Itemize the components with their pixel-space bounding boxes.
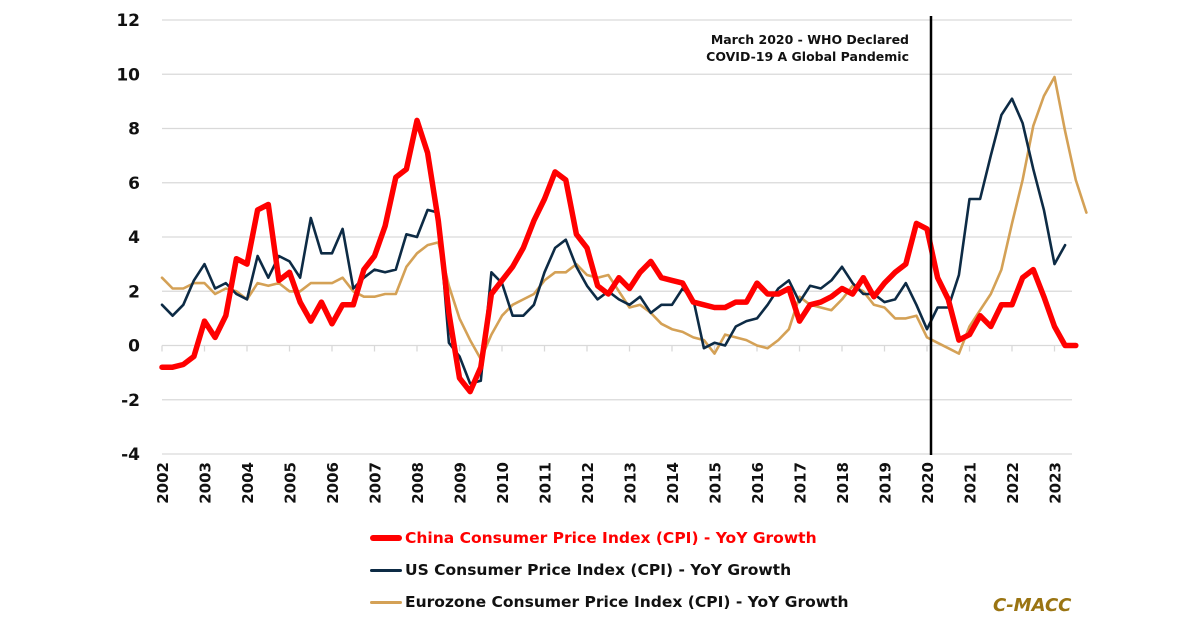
- legend-label-china: China Consumer Price Index (CPI) - YoY G…: [405, 529, 817, 547]
- y-tick-label: 4: [128, 228, 140, 248]
- y-tick-label: 2: [128, 282, 140, 302]
- x-tick-label: 2016: [749, 462, 767, 504]
- legend-swatch-china: [370, 535, 402, 541]
- x-tick-label: 2013: [622, 462, 640, 504]
- x-tick-label: 2012: [579, 462, 597, 504]
- y-tick-label: -2: [121, 391, 140, 411]
- x-tick-label: 2005: [282, 462, 300, 504]
- annotation-text-line1: March 2020 - WHO Declared: [711, 32, 909, 47]
- china-cpi-line: [159, 117, 1079, 395]
- x-tick-label: 2011: [537, 462, 555, 504]
- y-tick-label: 12: [116, 11, 140, 31]
- legend-item-us[interactable]: US Consumer Price Index (CPI) - YoY Grow…: [370, 554, 849, 586]
- x-tick-label: 2015: [707, 462, 725, 504]
- y-tick-label: 6: [128, 174, 140, 194]
- legend-item-china[interactable]: China Consumer Price Index (CPI) - YoY G…: [370, 522, 849, 554]
- x-tick-label: 2004: [239, 462, 257, 504]
- x-tick-label: 2008: [409, 462, 427, 504]
- x-tick-label: 2006: [324, 462, 342, 504]
- annotation-text-line2: COVID-19 A Global Pandemic: [706, 49, 909, 64]
- y-tick-label: -4: [121, 445, 140, 465]
- brand-logo-text: C-MACC: [993, 595, 1072, 616]
- legend-label-eurozone: Eurozone Consumer Price Index (CPI) - Yo…: [405, 593, 849, 611]
- x-tick-label: 2021: [962, 462, 980, 504]
- x-tick-label: 2014: [664, 462, 682, 504]
- gridlines: [162, 19, 1072, 455]
- chart-legend: China Consumer Price Index (CPI) - YoY G…: [370, 522, 849, 618]
- us-cpi-line: [160, 97, 1067, 385]
- x-axis-tick-labels: 2002 2003 2004 2005 2006 2007 2008 2009 2010 2011…: [154, 462, 1065, 504]
- y-tick-label: 10: [116, 65, 140, 85]
- x-tick-label: 2022: [1004, 462, 1022, 504]
- x-tick-label: 2003: [197, 462, 215, 504]
- y-tick-label: 8: [128, 120, 140, 140]
- x-axis-tick-marks: [161, 345, 1056, 352]
- x-tick-label: 2009: [452, 462, 470, 504]
- x-tick-label: 2023: [1047, 462, 1065, 504]
- y-tick-label: 0: [128, 337, 140, 357]
- covid-annotation: March 2020 - WHO Declared COVID-19 A Glo…: [706, 16, 933, 455]
- legend-item-eurozone[interactable]: Eurozone Consumer Price Index (CPI) - Yo…: [370, 586, 849, 618]
- x-tick-label: 2010: [494, 462, 512, 504]
- legend-label-us: US Consumer Price Index (CPI) - YoY Grow…: [405, 561, 792, 579]
- x-tick-label: 2017: [792, 462, 810, 504]
- x-tick-label: 2019: [877, 462, 895, 504]
- x-tick-label: 2020: [919, 462, 937, 504]
- legend-swatch-eurozone: [370, 600, 402, 604]
- series-lines: [159, 75, 1088, 395]
- x-tick-label: 2007: [367, 462, 385, 504]
- y-axis-tick-labels: 12 10 8 6 4 2 0 -2 -4: [116, 11, 140, 465]
- legend-swatch-us: [370, 568, 402, 572]
- eurozone-cpi-line: [160, 75, 1088, 361]
- x-tick-label: 2002: [154, 462, 172, 504]
- x-tick-label: 2018: [834, 462, 852, 504]
